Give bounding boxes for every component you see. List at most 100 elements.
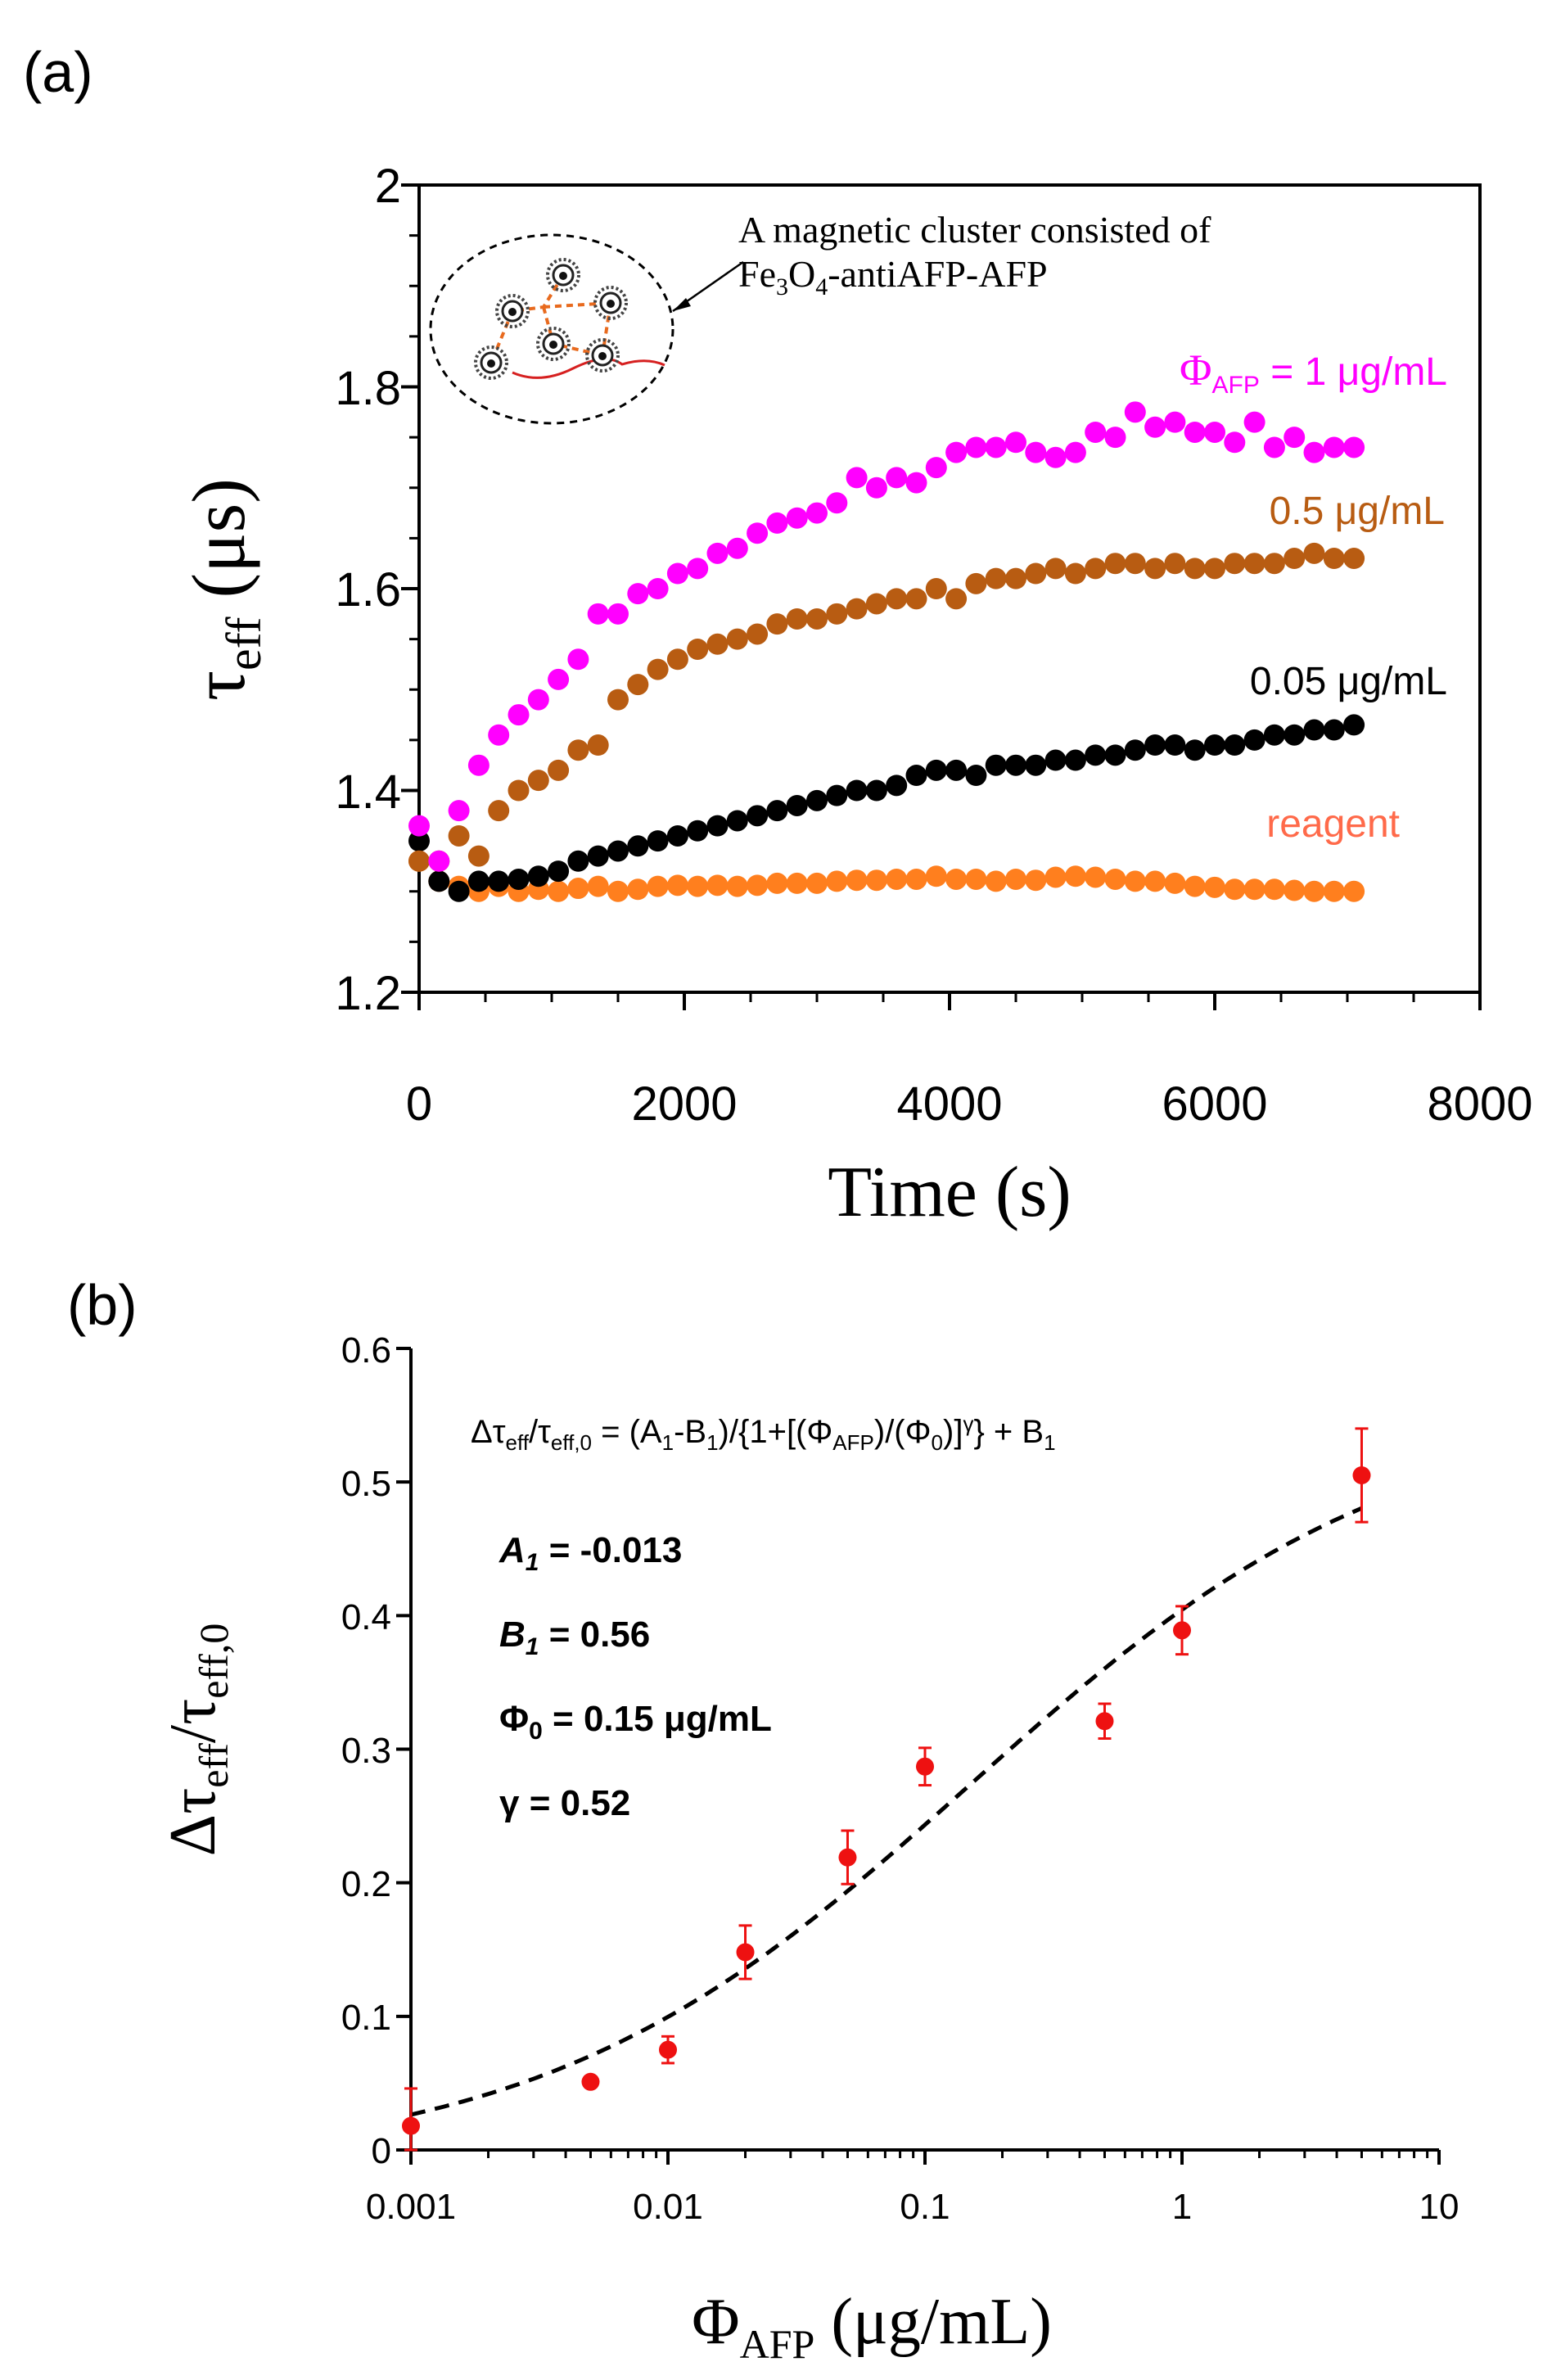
a-point-0.05-μg/mL bbox=[1303, 719, 1325, 741]
a-xtick-label-2: 4000 bbox=[896, 1077, 1002, 1131]
a-point-0.05-μg/mL bbox=[666, 824, 688, 847]
a-point-reagent bbox=[1104, 868, 1126, 890]
a-point-ΦAFP-=-1-μg/mL bbox=[1144, 416, 1166, 438]
a-point-reagent bbox=[965, 868, 987, 890]
nanoparticle bbox=[546, 258, 580, 292]
panel-b: (b) 0 0.1 0.2 0.3 0.4 0.5 0.6 0.001 0.01… bbox=[67, 1273, 1459, 2367]
series-label-reagent: reagent bbox=[1266, 802, 1400, 846]
fit-curve bbox=[410, 1506, 1363, 2117]
a-point-reagent bbox=[1204, 876, 1225, 898]
param-gamma: γ = 0.52 bbox=[499, 1783, 630, 1823]
a-point-reagent bbox=[1284, 879, 1306, 901]
a-point-0.5-μg/mL bbox=[925, 578, 947, 599]
a-point-ΦAFP-=-1-μg/mL bbox=[766, 512, 788, 534]
a-point-ΦAFP-=-1-μg/mL bbox=[1263, 436, 1285, 458]
param-B1: B1 = 0.56 bbox=[499, 1615, 650, 1660]
a-point-ΦAFP-=-1-μg/mL bbox=[985, 436, 1007, 458]
b-x-axis-label: ΦAFP (μg/mL) bbox=[692, 2286, 1052, 2367]
nanoparticle bbox=[495, 294, 530, 328]
param-A1: A1 = -0.013 bbox=[499, 1530, 682, 1576]
panel-b-label: (b) bbox=[67, 1273, 138, 1337]
a-point-0.5-μg/mL bbox=[666, 648, 688, 671]
b-ytick-label-2: 0.2 bbox=[341, 1864, 391, 1904]
a-point-ΦAFP-=-1-μg/mL bbox=[1184, 421, 1206, 443]
a-point-ΦAFP-=-1-μg/mL bbox=[826, 492, 848, 514]
series-label-0.05ug: 0.05 μg/mL bbox=[1250, 660, 1447, 703]
a-point-0.5-μg/mL bbox=[1164, 553, 1186, 575]
a-point-0.05-μg/mL bbox=[647, 830, 669, 852]
a-point-0.05-μg/mL bbox=[627, 835, 649, 857]
a-point-ΦAFP-=-1-μg/mL bbox=[488, 724, 510, 746]
a-point-ΦAFP-=-1-μg/mL bbox=[1323, 436, 1345, 458]
a-point-0.05-μg/mL bbox=[1323, 719, 1345, 741]
b-point bbox=[402, 2116, 420, 2135]
series-label-0.5ug: 0.5 μg/mL bbox=[1270, 490, 1445, 533]
b-point bbox=[916, 1757, 934, 1776]
a-point-reagent bbox=[1025, 869, 1047, 892]
b-ytick-label-4: 0.4 bbox=[341, 1597, 391, 1637]
a-point-ΦAFP-=-1-μg/mL bbox=[1104, 427, 1126, 449]
a-point-0.05-μg/mL bbox=[1025, 754, 1047, 776]
a-point-0.05-μg/mL bbox=[428, 870, 450, 892]
b-y-axis-label: Δτeff/τeff,0 bbox=[157, 1624, 237, 1857]
a-point-reagent bbox=[925, 865, 947, 887]
a-point-ΦAFP-=-1-μg/mL bbox=[467, 754, 490, 776]
a-point-ΦAFP-=-1-μg/mL bbox=[428, 850, 450, 872]
nanoparticle bbox=[474, 345, 508, 380]
a-point-0.5-μg/mL bbox=[1064, 562, 1086, 585]
a-point-reagent bbox=[886, 868, 908, 890]
b-point bbox=[659, 2040, 677, 2059]
a-point-0.5-μg/mL bbox=[865, 593, 887, 615]
a-point-0.5-μg/mL bbox=[607, 689, 629, 711]
a-point-ΦAFP-=-1-μg/mL bbox=[1064, 441, 1086, 463]
a-point-0.5-μg/mL bbox=[1104, 553, 1126, 575]
a-point-0.5-μg/mL bbox=[1025, 562, 1047, 585]
a-point-ΦAFP-=-1-μg/mL bbox=[1243, 411, 1265, 433]
a-point-ΦAFP-=-1-μg/mL bbox=[687, 558, 709, 580]
a-point-reagent bbox=[1064, 865, 1086, 887]
a-point-0.5-μg/mL bbox=[527, 770, 549, 792]
a-point-0.05-μg/mL bbox=[1243, 729, 1265, 751]
nanoparticle-center bbox=[549, 341, 557, 349]
a-point-0.5-μg/mL bbox=[985, 567, 1007, 589]
fit-equation: Δτeff/τeff,0 = (A1-B1)/{1+[(ΦAFP)/(Φ0)]γ… bbox=[471, 1411, 1056, 1455]
b-ytick-label-6: 0.6 bbox=[341, 1330, 391, 1371]
a-point-0.05-μg/mL bbox=[865, 779, 887, 802]
a-point-ΦAFP-=-1-μg/mL bbox=[925, 457, 947, 479]
a-point-0.05-μg/mL bbox=[1005, 754, 1026, 776]
a-point-0.5-μg/mL bbox=[1284, 548, 1306, 570]
a-point-ΦAFP-=-1-μg/mL bbox=[448, 800, 470, 822]
a-point-0.05-μg/mL bbox=[1104, 744, 1126, 766]
a-point-0.5-μg/mL bbox=[1124, 553, 1146, 575]
param-phi0: Φ0 = 0.15 μg/mL bbox=[499, 1699, 772, 1745]
a-point-ΦAFP-=-1-μg/mL bbox=[508, 704, 530, 726]
b-xtick-label-4: 10 bbox=[1419, 2187, 1459, 2227]
a-point-reagent bbox=[1044, 866, 1067, 888]
a-point-0.05-μg/mL bbox=[567, 850, 589, 872]
a-point-reagent bbox=[587, 875, 609, 897]
a-point-0.05-μg/mL bbox=[1184, 739, 1206, 761]
a-point-0.5-μg/mL bbox=[548, 759, 570, 781]
a-point-reagent bbox=[647, 875, 669, 897]
a-point-0.05-μg/mL bbox=[826, 784, 848, 806]
b-point bbox=[1173, 1621, 1191, 1640]
a-point-reagent bbox=[1085, 866, 1107, 888]
a-point-ΦAFP-=-1-μg/mL bbox=[886, 467, 908, 489]
a-point-0.05-μg/mL bbox=[965, 765, 987, 787]
panel-b-data-points bbox=[402, 1427, 1371, 2152]
a-point-0.5-μg/mL bbox=[1044, 558, 1067, 580]
a-point-0.05-μg/mL bbox=[587, 845, 609, 867]
nanoparticle bbox=[593, 286, 628, 320]
a-point-0.05-μg/mL bbox=[1144, 734, 1166, 756]
nanoparticle-center bbox=[487, 359, 495, 368]
a-point-0.5-μg/mL bbox=[408, 850, 430, 872]
a-point-0.5-μg/mL bbox=[567, 739, 589, 761]
annotation-arrowhead bbox=[673, 298, 691, 311]
a-point-ΦAFP-=-1-μg/mL bbox=[846, 467, 868, 489]
a-point-reagent bbox=[945, 868, 968, 890]
a-point-0.05-μg/mL bbox=[548, 860, 570, 883]
a-point-0.05-μg/mL bbox=[1124, 739, 1146, 761]
a-point-ΦAFP-=-1-μg/mL bbox=[1044, 446, 1067, 468]
a-point-reagent bbox=[627, 878, 649, 901]
